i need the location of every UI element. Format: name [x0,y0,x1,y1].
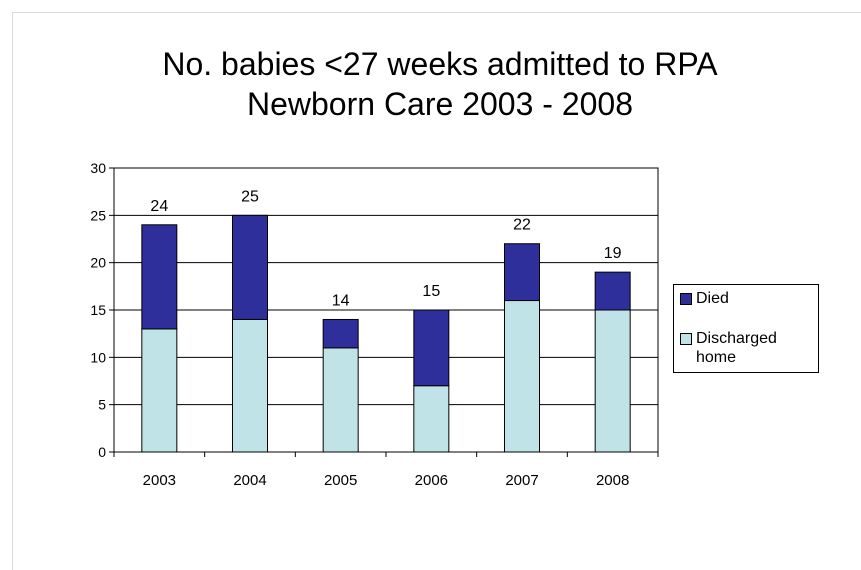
bar-discharged-home-2004 [232,318,268,453]
bar-discharged-home-2006 [413,385,450,453]
y-tick-label-25: 25 [90,207,106,223]
bar-discharged-home-2003 [141,328,178,453]
x-tick-label-2007: 2007 [505,472,538,489]
x-tick-label-2008: 2008 [596,472,629,489]
legend-swatch-discharged [680,333,692,345]
data-label-total-2003: 24 [150,198,168,215]
legend-label-discharged: Discharged home [696,330,777,366]
x-tick-label-2004: 2004 [233,472,266,489]
y-tick-label-30: 30 [90,160,106,176]
y-tick-label-10: 10 [90,349,106,365]
bar-discharged-home-2007 [504,300,540,453]
data-label-total-2008: 19 [604,245,622,262]
data-label-total-2005: 14 [332,292,350,309]
bar-discharged-home-2008 [594,309,631,453]
bar-discharged-home-2005 [322,347,359,453]
data-label-total-2006: 15 [422,283,440,300]
bar-died-2003 [141,224,178,330]
legend-label-died: Died [696,290,729,307]
bar-died-2004 [232,214,268,320]
bar-died-2005 [322,318,359,349]
chart-title-line-1: No. babies <27 weeks admitted to RPA [162,46,718,82]
y-tick-label-0: 0 [98,444,106,460]
y-tick-label-5: 5 [98,397,106,413]
chart-title: No. babies <27 weeks admitted to RPA New… [60,44,820,124]
bar-died-2006 [413,309,450,387]
legend-item-died: Died [680,289,814,308]
legend-swatch-died [680,293,692,305]
data-label-total-2004: 25 [241,188,259,205]
chart-title-line-2: Newborn Care 2003 - 2008 [246,86,633,122]
x-tick-label-2006: 2006 [415,472,448,489]
x-tick-label-2003: 2003 [143,472,176,489]
legend-item-discharged: Discharged home [680,329,814,367]
bar-died-2008 [594,271,631,311]
bar-died-2007 [504,243,540,302]
y-tick-label-20: 20 [90,255,106,271]
chart-legend: Died Discharged home [673,284,819,373]
x-tick-label-2005: 2005 [324,472,357,489]
y-tick-label-15: 15 [90,302,106,318]
data-label-total-2007: 22 [513,217,531,234]
